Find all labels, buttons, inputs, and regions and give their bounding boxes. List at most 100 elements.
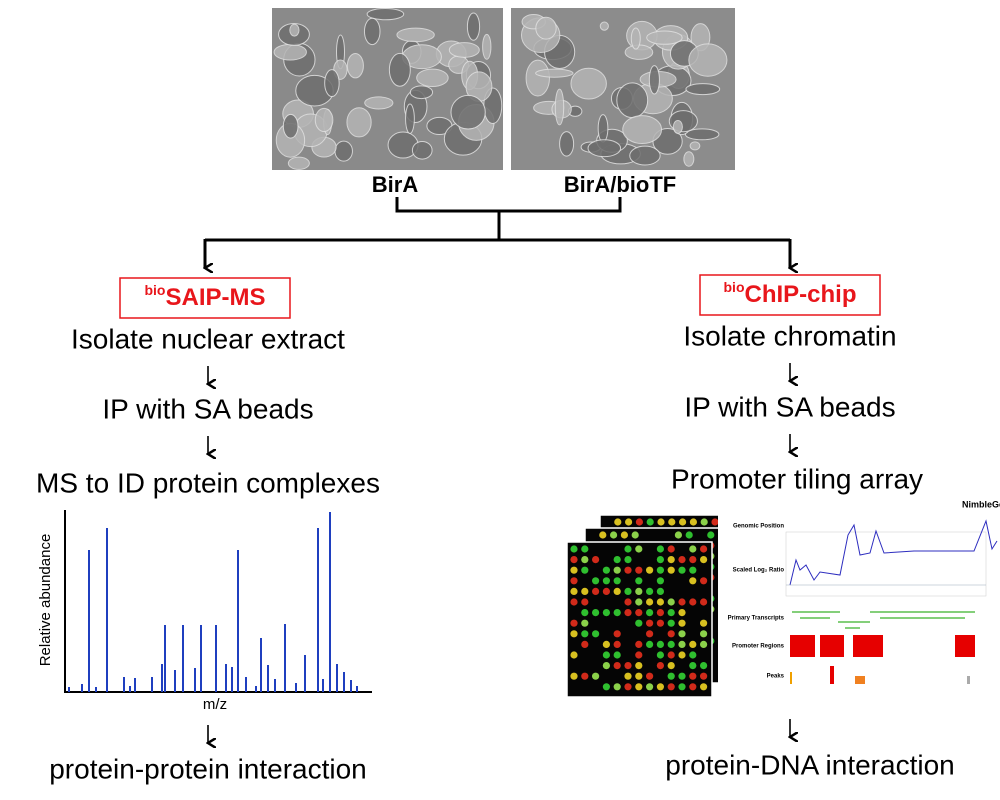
array-spot bbox=[592, 587, 600, 596]
array-spot bbox=[581, 545, 589, 553]
array-spot bbox=[689, 683, 697, 691]
cell-blob bbox=[672, 119, 683, 134]
array-spot bbox=[667, 640, 675, 649]
cell-blob bbox=[624, 44, 654, 60]
array-spot bbox=[624, 609, 632, 617]
array-spot bbox=[700, 672, 708, 680]
array-spot bbox=[624, 683, 632, 691]
array-spot bbox=[689, 662, 697, 670]
array-spot bbox=[614, 518, 622, 526]
array-spot bbox=[581, 566, 589, 574]
method-title: bioChIP-chip bbox=[724, 279, 857, 309]
array-spot bbox=[602, 683, 611, 691]
cell-blob bbox=[346, 52, 364, 79]
array-spot bbox=[624, 598, 632, 606]
array-spot bbox=[656, 651, 665, 659]
array-spot bbox=[667, 683, 675, 691]
array-spot bbox=[656, 619, 665, 627]
array-spot bbox=[581, 640, 589, 649]
track-label: Genomic Position bbox=[733, 524, 784, 530]
array-spot bbox=[667, 672, 675, 680]
track-label: Promoter Regions bbox=[732, 644, 785, 650]
array-spot bbox=[656, 566, 665, 574]
cell-blob bbox=[683, 151, 695, 167]
micrograph-bira bbox=[272, 7, 503, 170]
array-spot bbox=[624, 556, 632, 564]
array-spot bbox=[581, 598, 589, 606]
array-spot bbox=[624, 566, 632, 574]
array-spot bbox=[678, 598, 686, 606]
array-spot bbox=[635, 587, 643, 596]
array-spot bbox=[570, 630, 578, 638]
array-spot bbox=[646, 518, 654, 526]
step: IP with SA beads bbox=[684, 391, 895, 422]
array-spot bbox=[678, 683, 686, 691]
array-spot bbox=[678, 640, 686, 649]
array-spot bbox=[667, 545, 675, 553]
array-spot bbox=[602, 640, 611, 649]
array-spot bbox=[646, 683, 654, 691]
array-spot bbox=[667, 556, 675, 564]
cell-blob bbox=[409, 85, 434, 100]
array-spot bbox=[581, 587, 589, 596]
cell-blob bbox=[314, 107, 334, 133]
array-spot bbox=[635, 672, 643, 680]
cell-blob bbox=[448, 42, 480, 58]
array-spot bbox=[656, 662, 665, 670]
array-spot bbox=[700, 630, 708, 638]
cell-blob bbox=[334, 140, 353, 162]
array-spot bbox=[689, 672, 697, 680]
array-spot bbox=[711, 518, 719, 526]
array-spot bbox=[624, 545, 632, 553]
array-spot bbox=[689, 566, 697, 574]
array-spot bbox=[625, 518, 633, 526]
method-name: SAIP-MS bbox=[165, 284, 265, 311]
cell-blob bbox=[685, 83, 721, 96]
array-spot bbox=[570, 619, 578, 627]
array-spot bbox=[646, 609, 654, 617]
array-spot bbox=[613, 651, 621, 659]
array-spot bbox=[685, 531, 693, 539]
array-spot bbox=[689, 651, 697, 659]
cell-blob bbox=[599, 21, 609, 31]
step: IP with SA beads bbox=[102, 393, 313, 424]
array-spot bbox=[700, 577, 708, 585]
array-spot bbox=[613, 662, 621, 670]
cell-blob bbox=[405, 103, 415, 134]
array-spot bbox=[592, 609, 600, 617]
array-spot bbox=[624, 662, 632, 670]
array-spot bbox=[613, 630, 621, 638]
cell-blob bbox=[324, 69, 340, 98]
array-spot bbox=[570, 545, 578, 553]
array-spot bbox=[635, 651, 643, 659]
array-spot bbox=[667, 619, 675, 627]
result: protein-DNA interaction bbox=[665, 749, 954, 780]
cell-blob bbox=[688, 43, 728, 77]
track-label: Peaks bbox=[767, 674, 785, 680]
cell-label: BirA/bioTF bbox=[564, 172, 676, 197]
connector bbox=[205, 197, 790, 242]
method-box bbox=[699, 274, 881, 316]
track-label: Scaled Log₂ Ratio bbox=[733, 568, 785, 574]
array-spot bbox=[667, 598, 675, 606]
array-spot bbox=[581, 672, 589, 680]
array-spot bbox=[570, 566, 578, 574]
method-box bbox=[119, 277, 291, 319]
cell-blob bbox=[366, 7, 405, 21]
array-spot bbox=[679, 518, 687, 526]
array-spot bbox=[602, 577, 611, 585]
array-spot bbox=[656, 577, 665, 585]
array-spot bbox=[678, 609, 686, 617]
browser-panel: NimbleGen Genomic Position Scaled Log₂ R… bbox=[718, 499, 1000, 697]
cell-blob bbox=[648, 65, 660, 95]
cell-blob bbox=[525, 59, 550, 97]
array-spot bbox=[678, 630, 686, 638]
array-spot bbox=[581, 630, 589, 638]
cell-blob bbox=[482, 33, 492, 60]
array-spot bbox=[656, 545, 665, 553]
cell-blob bbox=[450, 94, 486, 130]
superscript: bio bbox=[724, 279, 745, 295]
cell-blob bbox=[289, 23, 300, 37]
cell-blob bbox=[689, 141, 701, 151]
